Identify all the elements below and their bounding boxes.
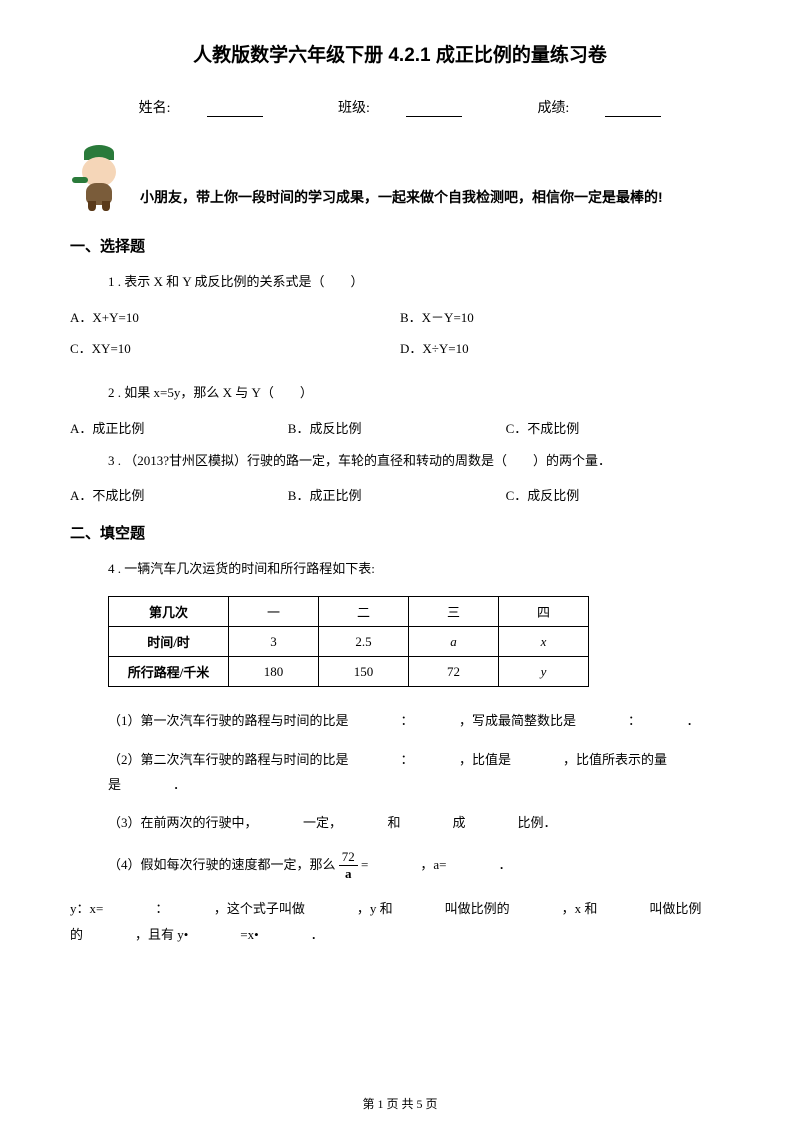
- sub-question-2: （2）第二次汽车行驶的路程与时间的比是 ： ，比值是 ，比值所表示的量是 ．: [108, 748, 730, 797]
- q1-option-c: C．XY=10: [70, 338, 400, 357]
- q2-option-c: C．不成比例: [506, 418, 724, 437]
- page-title: 人教版数学六年级下册 4.2.1 成正比例的量练习卷: [70, 40, 730, 67]
- q3-option-b: B．成正比例: [288, 485, 506, 504]
- question-3-options: A．不成比例 B．成正比例 C．成反比例: [70, 485, 730, 504]
- q1-option-a: A．X+Y=10: [70, 307, 400, 326]
- table-cell: x: [499, 627, 589, 657]
- sub-question-4: （4）假如每次行驶的速度都一定，那么 72 a = ，a= ．: [108, 850, 730, 882]
- table-cell: 所行路程/千米: [109, 657, 229, 687]
- table-header: 一: [229, 597, 319, 627]
- table-header: 四: [499, 597, 589, 627]
- question-1-options: A．X+Y=10 B．X－Y=10 C．XY=10 D．X÷Y=10: [70, 307, 730, 369]
- mascot-icon: [70, 145, 130, 213]
- question-2-options: A．成正比例 B．成反比例 C．不成比例: [70, 418, 730, 437]
- table-cell: 180: [229, 657, 319, 687]
- q1-option-b: B．X－Y=10: [400, 307, 730, 326]
- question-1: 1 . 表示 X 和 Y 成反比例的关系式是（ ）: [108, 272, 730, 293]
- score-label: 成绩:: [519, 101, 679, 116]
- intro-text: 小朋友，带上你一段时间的学习成果，一起来做个自我检测吧，相信你一定是最棒的!: [140, 187, 663, 213]
- q2-option-a: A．成正比例: [70, 418, 288, 437]
- sub-question-1: （1）第一次汽车行驶的路程与时间的比是 ： ，写成最简整数比是 ： ．: [108, 709, 730, 734]
- table-row: 第几次 一 二 三 四: [109, 597, 589, 627]
- section-1-title: 一、选择题: [70, 235, 730, 256]
- table-cell: 72: [409, 657, 499, 687]
- fraction-icon: 72 a: [339, 850, 358, 882]
- sub-question-5: y：x= ： ，这个式子叫做 ，y 和 叫做比例的 ，x 和 叫做比例的 ，且有…: [70, 896, 730, 948]
- page-footer: 第 1 页 共 5 页: [0, 1095, 800, 1112]
- table-cell: 时间/时: [109, 627, 229, 657]
- question-4: 4 . 一辆汽车几次运货的时间和所行路程如下表:: [108, 559, 730, 580]
- table-row: 时间/时 3 2.5 a x: [109, 627, 589, 657]
- q2-option-b: B．成反比例: [288, 418, 506, 437]
- q3-option-a: A．不成比例: [70, 485, 288, 504]
- name-label: 姓名:: [121, 101, 281, 116]
- table-cell: 2.5: [319, 627, 409, 657]
- question-3: 3 . （2013?甘州区模拟）行驶的路一定，车轮的直径和转动的周数是（ ）的两…: [108, 451, 730, 472]
- table-header: 二: [319, 597, 409, 627]
- q1-option-d: D．X÷Y=10: [400, 338, 730, 357]
- class-label: 班级:: [320, 101, 480, 116]
- table-cell: 3: [229, 627, 319, 657]
- table-header: 第几次: [109, 597, 229, 627]
- question-2: 2 . 如果 x=5y，那么 X 与 Y（ ）: [108, 383, 730, 404]
- table-header: 三: [409, 597, 499, 627]
- student-info-line: 姓名: 班级: 成绩:: [70, 97, 730, 117]
- section-2-title: 二、填空题: [70, 522, 730, 543]
- sub-question-3: （3）在前两次的行驶中， 一定， 和 成 比例．: [108, 811, 730, 836]
- data-table: 第几次 一 二 三 四 时间/时 3 2.5 a x 所行路程/千米 180 1…: [108, 596, 589, 687]
- table-cell: 150: [319, 657, 409, 687]
- intro-row: 小朋友，带上你一段时间的学习成果，一起来做个自我检测吧，相信你一定是最棒的!: [70, 145, 730, 213]
- table-row: 所行路程/千米 180 150 72 y: [109, 657, 589, 687]
- q3-option-c: C．成反比例: [506, 485, 724, 504]
- table-cell: y: [499, 657, 589, 687]
- table-cell: a: [409, 627, 499, 657]
